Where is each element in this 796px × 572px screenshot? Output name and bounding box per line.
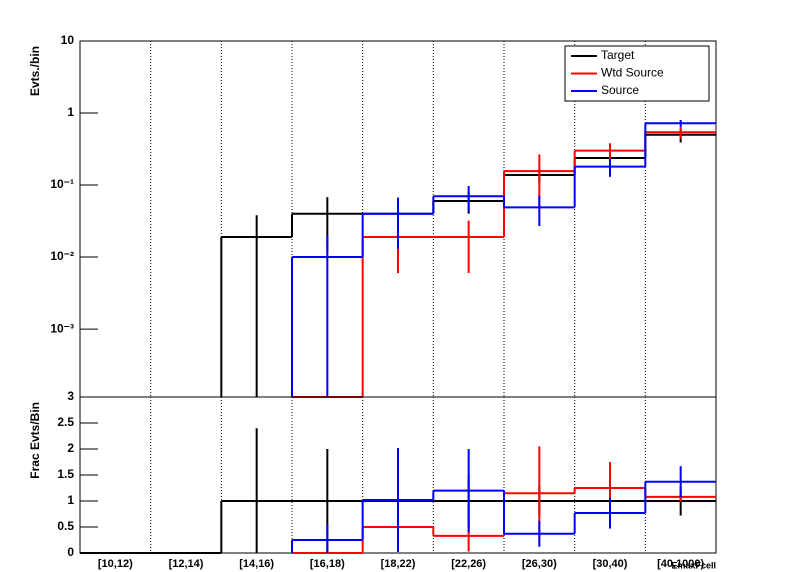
y-tick-label: 1.5 bbox=[57, 467, 74, 481]
y-axis-label: Evts./bin bbox=[28, 46, 42, 96]
y-tick-label: 2.5 bbox=[57, 415, 74, 429]
x-tick-label: [18,22) bbox=[381, 558, 416, 570]
legend-label: Source bbox=[601, 83, 639, 97]
y-tick-label: 0 bbox=[67, 545, 74, 559]
legend-label: Target bbox=[601, 48, 635, 62]
y-tick-label: 0.5 bbox=[57, 519, 74, 533]
y-tick-label: 2 bbox=[67, 441, 74, 455]
x-tick-label: [26,30) bbox=[522, 558, 557, 570]
y-axis-label: Frac Evts/Bin bbox=[28, 402, 42, 479]
x-axis-label: EmaxFcell bbox=[671, 560, 716, 570]
x-tick-label: [12,14) bbox=[169, 558, 204, 570]
frame bbox=[79, 396, 717, 554]
y-tick-label: 1 bbox=[67, 105, 74, 119]
x-tick-label: [16,18) bbox=[310, 558, 345, 570]
y-tick-label: 3 bbox=[67, 389, 74, 403]
legend-label: Wtd Source bbox=[601, 66, 664, 80]
x-tick-label: [14,16) bbox=[239, 558, 274, 570]
x-tick-label: [40,1000) bbox=[657, 558, 704, 570]
y-tick-label: 10⁻³ bbox=[50, 321, 74, 335]
x-tick-label: [30,40) bbox=[593, 558, 628, 570]
y-tick-label: 10⁻² bbox=[50, 249, 74, 263]
y-tick-label: 10⁻¹ bbox=[50, 177, 74, 191]
y-tick-label: 1 bbox=[67, 493, 74, 507]
x-tick-label: [22,26) bbox=[451, 558, 486, 570]
y-tick-label: 10 bbox=[61, 33, 75, 47]
x-tick-label: [10,12) bbox=[98, 558, 133, 570]
